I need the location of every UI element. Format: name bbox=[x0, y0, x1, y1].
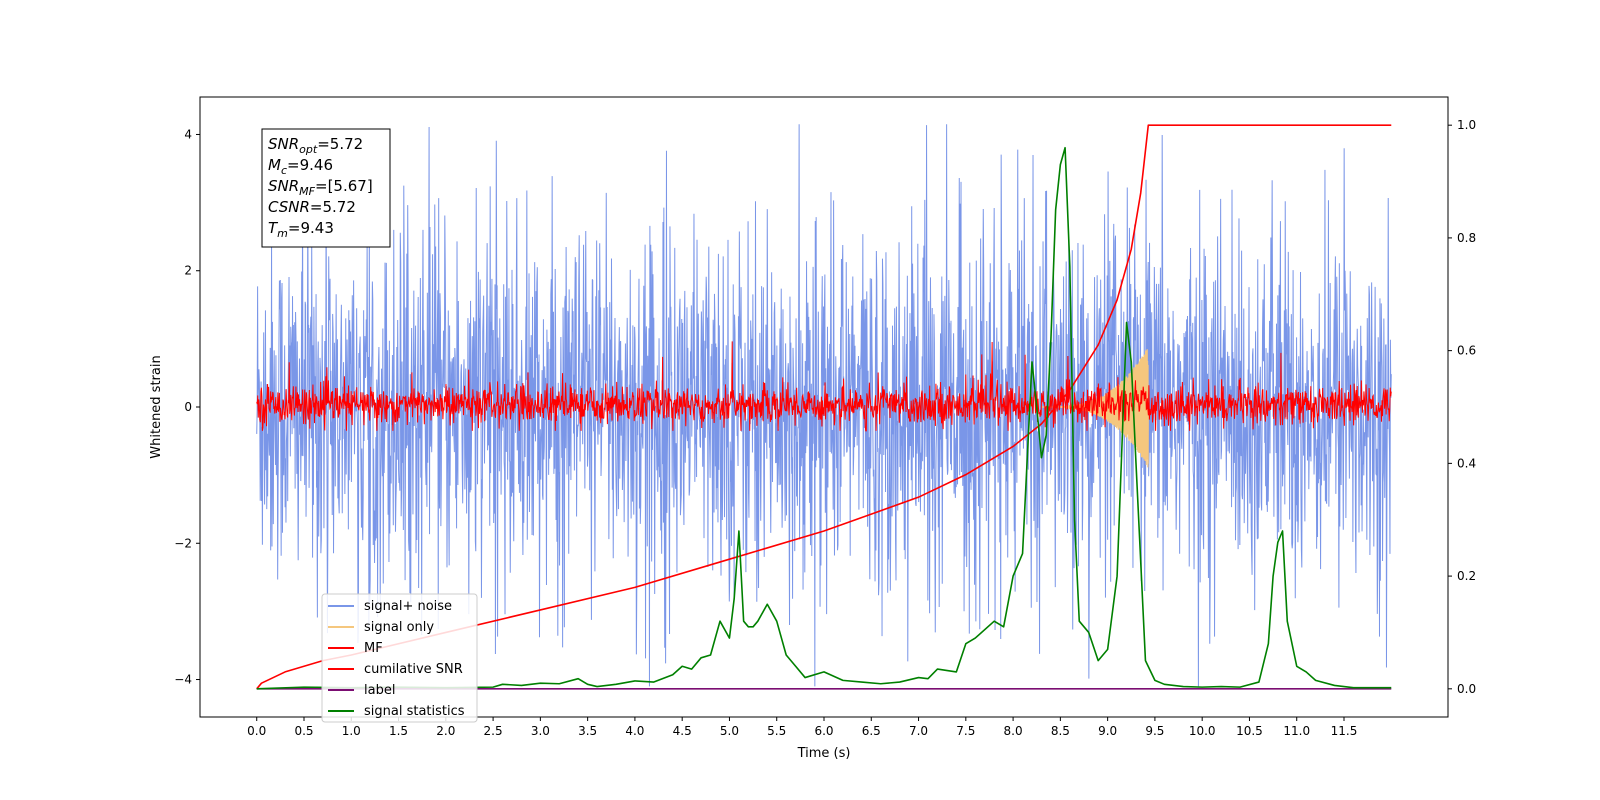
annotation-line: SNRMF=[5.67] bbox=[268, 177, 373, 198]
annotation-box-frame bbox=[261, 128, 391, 248]
x-tick-label: 6.0 bbox=[814, 724, 833, 738]
legend: signal+ noise signal only MF cumilative SNR… bbox=[321, 593, 478, 723]
x-tick-label: 0.5 bbox=[294, 724, 313, 738]
legend-frame bbox=[321, 593, 478, 723]
legend-entry: signal only bbox=[364, 620, 434, 635]
x-tick-label: 9.5 bbox=[1145, 724, 1164, 738]
x-axis-label: Time (s) bbox=[797, 746, 851, 761]
x-tick-label: 1.5 bbox=[389, 724, 408, 738]
x-tick-label: 8.0 bbox=[1004, 724, 1023, 738]
y-axis-label: Whitened strain bbox=[149, 355, 164, 458]
legend-entry: cumilative SNR bbox=[364, 662, 463, 677]
y-tick-label: 2 bbox=[184, 264, 192, 278]
x-tick-label: 2.5 bbox=[484, 724, 503, 738]
x-tick-label: 4.5 bbox=[673, 724, 692, 738]
axis-ticks: 0.0 0.5 1.0 1.5 2.0 2.5 3.0 3.5 4.0 4.5 5.0 5.5 6.0 6… bbox=[174, 118, 1476, 738]
y2-tick-label: 1.0 bbox=[1457, 118, 1476, 132]
annotation-line: Tm=9.43 bbox=[268, 219, 334, 240]
x-tick-label: 4.0 bbox=[625, 724, 644, 738]
x-tick-label: 0.0 bbox=[247, 724, 266, 738]
series-mf bbox=[256, 341, 1392, 432]
x-tick-label: 7.5 bbox=[956, 724, 975, 738]
series-signal-noise bbox=[256, 124, 1392, 687]
legend-entry: signal statistics bbox=[364, 704, 465, 719]
x-tick-label: 5.0 bbox=[720, 724, 739, 738]
y2-tick-label: 0.8 bbox=[1457, 231, 1476, 245]
x-tick-label: 8.5 bbox=[1051, 724, 1070, 738]
legend-entry: label bbox=[364, 683, 395, 698]
x-tick-label: 1.0 bbox=[342, 724, 361, 738]
y-tick-label: −2 bbox=[174, 536, 192, 550]
x-tick-label: 5.5 bbox=[767, 724, 786, 738]
x-tick-label: 10.5 bbox=[1236, 724, 1263, 738]
annotation-line: Mc=9.46 bbox=[268, 156, 333, 177]
legend-entry: MF bbox=[364, 641, 383, 656]
annotation-line: SNRopt=5.72 bbox=[268, 135, 363, 156]
annotation-line: CSNR=5.72 bbox=[268, 198, 356, 216]
series-signal-statistics bbox=[256, 146, 1392, 690]
x-tick-label: 10.0 bbox=[1189, 724, 1216, 738]
x-tick-label: 9.0 bbox=[1098, 724, 1117, 738]
y-tick-label: −4 bbox=[174, 673, 192, 687]
x-tick-label: 6.5 bbox=[862, 724, 881, 738]
x-tick-label: 2.0 bbox=[436, 724, 455, 738]
y2-tick-label: 0.0 bbox=[1457, 682, 1476, 696]
x-tick-label: 11.5 bbox=[1331, 724, 1358, 738]
y-tick-label: 4 bbox=[184, 127, 192, 141]
y2-tick-label: 0.2 bbox=[1457, 569, 1476, 583]
legend-entry: signal+ noise bbox=[364, 599, 452, 614]
y-tick-label: 0 bbox=[184, 400, 192, 414]
x-tick-label: 3.5 bbox=[578, 724, 597, 738]
x-tick-label: 3.0 bbox=[531, 724, 550, 738]
x-tick-label: 11.0 bbox=[1283, 724, 1310, 738]
x-tick-label: 7.0 bbox=[909, 724, 928, 738]
y2-tick-label: 0.6 bbox=[1457, 344, 1476, 358]
y2-tick-label: 0.4 bbox=[1457, 456, 1476, 470]
